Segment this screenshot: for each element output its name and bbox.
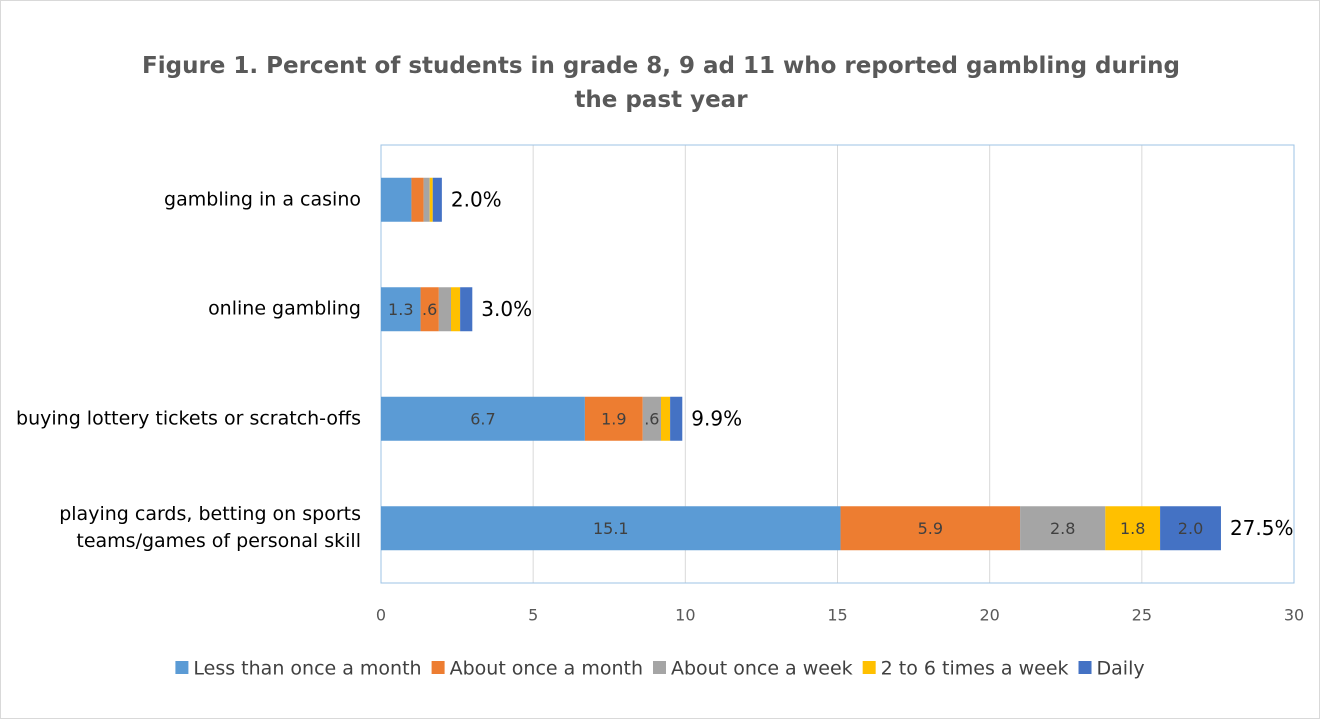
bar-segment bbox=[1160, 506, 1221, 551]
bar-segment bbox=[420, 287, 439, 332]
value-label: 2.0 bbox=[1178, 519, 1203, 538]
value-label: 5.9 bbox=[918, 519, 943, 538]
bar-segment bbox=[1105, 506, 1161, 551]
bar-segment bbox=[660, 396, 671, 441]
bar-segment bbox=[411, 177, 424, 222]
legend-swatch bbox=[431, 661, 445, 674]
legend-label: Daily bbox=[1097, 658, 1145, 680]
legend-swatch bbox=[175, 661, 189, 674]
x-tick-label: 10 bbox=[675, 606, 695, 625]
bar-segment bbox=[1020, 506, 1106, 551]
value-label: .6 bbox=[422, 300, 437, 319]
total-label: 27.5% bbox=[1230, 516, 1294, 540]
x-tick-label: 0 bbox=[376, 606, 386, 625]
bar-segment bbox=[450, 287, 461, 332]
x-tick-label: 25 bbox=[1132, 606, 1152, 625]
bar-segment bbox=[381, 396, 585, 441]
chart-title: Figure 1. Percent of students in grade 8… bbox=[142, 53, 1180, 113]
legend-swatch bbox=[1078, 661, 1092, 674]
category-label: playing cards, betting on sports teams/g… bbox=[59, 503, 361, 553]
category-label: online gambling bbox=[208, 297, 361, 320]
x-tick-label: 20 bbox=[979, 606, 999, 625]
bar-segment bbox=[423, 177, 430, 222]
total-label: 9.9% bbox=[691, 406, 742, 430]
total-label: 2.0% bbox=[451, 187, 502, 211]
bar-segment bbox=[642, 396, 661, 441]
value-label: 6.7 bbox=[470, 409, 495, 428]
total-label: 3.0% bbox=[481, 297, 532, 321]
bar-segment bbox=[840, 506, 1021, 551]
plot-area bbox=[380, 144, 1295, 584]
bar-segment bbox=[460, 287, 473, 332]
value-label: 1.9 bbox=[601, 409, 626, 428]
x-tick-label: 15 bbox=[827, 606, 847, 625]
bar-segment bbox=[381, 287, 421, 332]
bar-segment bbox=[381, 177, 412, 222]
bar-segment bbox=[584, 396, 643, 441]
legend-label: Less than once a month bbox=[193, 658, 421, 680]
legend-label: About once a week bbox=[671, 658, 853, 680]
legend-swatch bbox=[862, 661, 876, 674]
value-label: 1.3 bbox=[388, 300, 413, 319]
legend-swatch bbox=[653, 661, 666, 674]
category-label: gambling in a casino bbox=[164, 188, 361, 211]
bar-segment bbox=[381, 506, 841, 551]
x-tick-label: 5 bbox=[528, 606, 538, 625]
category-label: buying lottery tickets or scratch-offs bbox=[16, 407, 361, 430]
legend-label: 2 to 6 times a week bbox=[881, 658, 1069, 680]
value-label: 2.8 bbox=[1050, 519, 1075, 538]
legend-label: About once a month bbox=[450, 658, 643, 680]
bar-segment bbox=[438, 287, 451, 332]
bar-segment bbox=[670, 396, 683, 441]
value-label: .6 bbox=[644, 409, 659, 428]
bar-segment bbox=[429, 177, 433, 222]
x-tick-label: 30 bbox=[1284, 606, 1304, 625]
value-label: 15.1 bbox=[593, 519, 629, 538]
value-label: 1.8 bbox=[1120, 519, 1145, 538]
bar-segment bbox=[432, 177, 442, 222]
